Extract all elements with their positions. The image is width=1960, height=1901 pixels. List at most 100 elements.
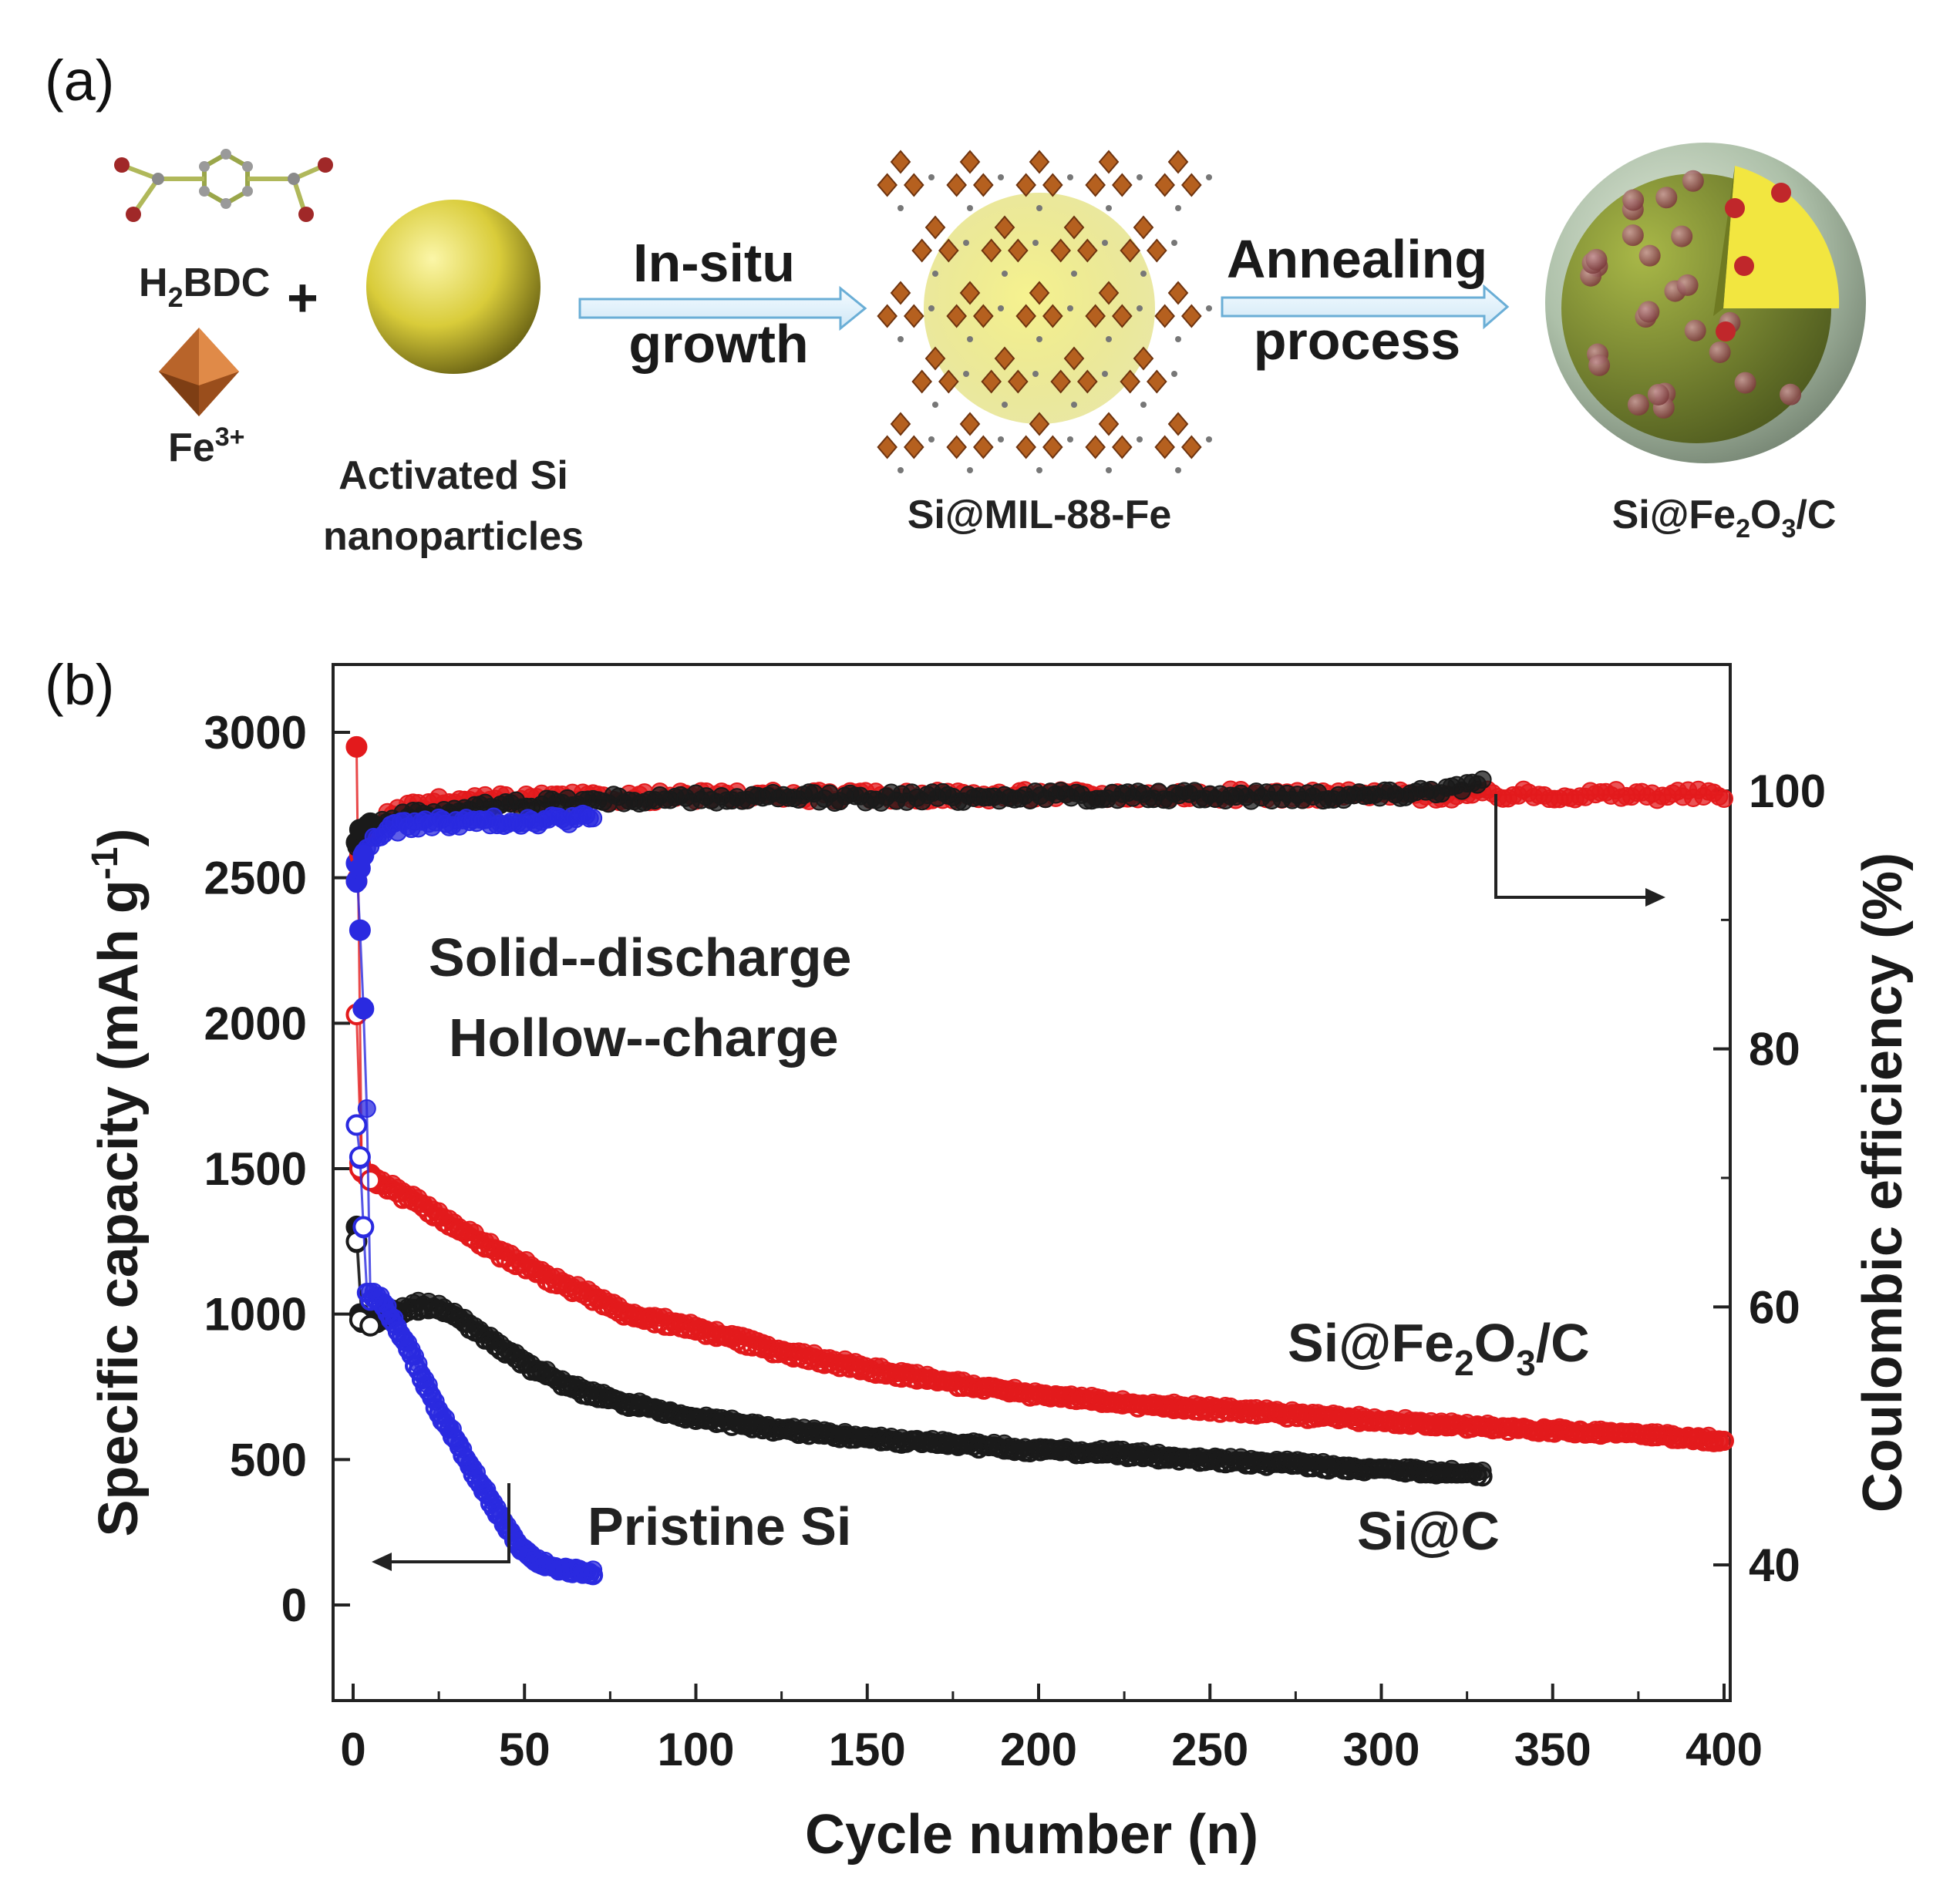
fe-octahedron-icon xyxy=(973,435,994,459)
si-nanoparticle-label-line1: Activated Si xyxy=(338,453,568,498)
fe2o3-nanoparticle-icon xyxy=(1627,394,1649,416)
fe2o3-nanoparticle-icon xyxy=(1734,372,1756,394)
fe-cluster-icon xyxy=(877,281,935,342)
fe-octahedron-icon xyxy=(1042,304,1063,328)
si-nanoparticle-icon xyxy=(366,200,541,374)
y-left-tick-label: 1500 xyxy=(204,1143,307,1195)
data-point xyxy=(1473,770,1492,789)
fe-octahedron-icon xyxy=(1147,369,1167,394)
fe-octahedron-icon xyxy=(1154,173,1175,197)
left-axis-arrow-icon xyxy=(386,1483,510,1563)
fe-octahedron-icon xyxy=(1077,238,1098,263)
linker-atom-icon xyxy=(1206,436,1212,442)
data-point xyxy=(578,1286,598,1307)
data-point-initial xyxy=(345,1114,368,1136)
series-si-fe2o3-c-discharge xyxy=(345,735,1733,1450)
linker-atom-icon xyxy=(1002,402,1008,408)
fe2o3-nanoparticle-icon xyxy=(1676,274,1699,296)
panel-b-label: (b) xyxy=(45,653,114,717)
fe-cluster-icon xyxy=(1050,346,1108,408)
label-si-c: Si@C xyxy=(1357,1501,1500,1561)
fe-octahedron-icon xyxy=(1050,238,1071,263)
fe-octahedron-icon xyxy=(973,173,994,197)
data-point-initial xyxy=(349,1146,371,1168)
linker-atom-icon xyxy=(1002,271,1008,277)
linker-atom-icon xyxy=(928,436,935,442)
fe-octahedron-icon xyxy=(1029,412,1050,436)
fe-octahedron-icon xyxy=(1147,238,1167,263)
linker-atom-icon xyxy=(963,371,969,377)
fe-cluster-icon xyxy=(1085,412,1143,473)
fe-octahedron-icon xyxy=(959,412,981,436)
data-point xyxy=(510,1253,531,1274)
linker-atom-icon xyxy=(963,240,969,246)
h2bdc-label: H2BDC xyxy=(139,261,270,313)
linker-atom-icon xyxy=(1140,402,1147,408)
series-si-fe2o3-c-charge xyxy=(345,1003,1734,1452)
fe-octahedron-icon xyxy=(1029,150,1050,174)
legend-discharge: Solid--discharge xyxy=(429,927,851,988)
label-pristine-si: Pristine Si xyxy=(588,1496,851,1556)
si-nanoparticle-label-line2: nanoparticles xyxy=(323,514,584,559)
mil88-framework-icon xyxy=(877,150,1212,473)
fe-octahedron-icon xyxy=(890,281,911,305)
linker-atom-icon xyxy=(1206,305,1212,311)
fe2o3-nanoparticle-icon xyxy=(1725,198,1745,218)
arrow2-label-line1: Annealing xyxy=(1227,229,1487,289)
fe-octahedron-icon xyxy=(911,369,932,394)
fe-octahedron-icon xyxy=(994,215,1015,240)
right-axis-arrowhead-icon xyxy=(1645,888,1665,907)
fe2o3-nanoparticle-icon xyxy=(1588,354,1611,376)
series-pristine-si-coulombic-efficiency xyxy=(345,804,603,893)
x-tick-label: 0 xyxy=(340,1724,365,1775)
plot-frame xyxy=(332,663,1732,1702)
fe-cluster-icon xyxy=(1085,150,1143,211)
arrow1-label-line2: growth xyxy=(628,314,808,374)
fe-octahedron-icon xyxy=(911,238,932,263)
fe-octahedron-icon xyxy=(1112,173,1133,197)
panel-a-label: (a) xyxy=(45,49,114,113)
y-axis-left-title: Specific capacity (mAh g-1) xyxy=(85,829,150,1537)
legend-charge: Hollow--charge xyxy=(449,1008,839,1068)
y-right-tick-label: 60 xyxy=(1749,1281,1800,1333)
tick-labels: 0 50 100 150 200 250 300 350 400 0 500 1000 1500 2000… xyxy=(204,707,1827,1775)
x-tick-label: 300 xyxy=(1342,1724,1419,1775)
fe-cluster-icon xyxy=(946,412,1004,473)
linker-atom-icon xyxy=(928,174,935,180)
fe-octahedron-icon xyxy=(959,150,981,174)
fe2o3-nanoparticle-icon xyxy=(1684,319,1706,342)
data-point xyxy=(1715,789,1733,809)
linker-atom-icon xyxy=(1106,205,1112,211)
data-point-initial xyxy=(349,919,371,941)
y-axis-right-title: Coulombic efficiency (%) xyxy=(1852,853,1914,1512)
fe-octahedron-icon xyxy=(946,304,967,328)
linker-atom-icon xyxy=(1036,336,1042,342)
linker-atom-icon xyxy=(1206,174,1212,180)
fe-cluster-icon xyxy=(1085,281,1143,342)
linker-atom-icon xyxy=(932,402,938,408)
data-point xyxy=(547,1370,567,1391)
linker-atom-icon xyxy=(1175,336,1181,342)
fe-cluster-icon xyxy=(1050,215,1108,277)
panel-a: (a) H2BDC + xyxy=(45,49,1866,559)
x-tick-label: 150 xyxy=(829,1724,906,1775)
linker-atom-icon xyxy=(1175,205,1181,211)
linker-atom-icon xyxy=(998,305,1004,311)
fe-cluster-icon xyxy=(911,346,969,408)
fe-octahedron-icon xyxy=(946,435,967,459)
fe-cluster-icon xyxy=(1154,412,1212,473)
x-tick-label: 100 xyxy=(657,1724,734,1775)
x-tick-label: 400 xyxy=(1686,1724,1763,1775)
linker-atom-icon xyxy=(998,436,1004,442)
fe-octahedron-icon xyxy=(1085,435,1106,459)
linker-atom-icon xyxy=(1067,174,1073,180)
fe2o3-nanoparticle-icon xyxy=(1716,321,1736,342)
fe-cluster-icon xyxy=(1015,150,1073,211)
data-point xyxy=(1472,1466,1493,1487)
fe-cluster-icon xyxy=(946,150,1004,211)
fe2o3-nanoparticle-icon xyxy=(1638,244,1661,267)
y-left-tick-label: 2500 xyxy=(204,853,307,904)
x-tick-label: 350 xyxy=(1514,1724,1591,1775)
fe-octahedron-icon xyxy=(981,369,1002,394)
h2bdc-molecule-icon xyxy=(114,149,333,222)
